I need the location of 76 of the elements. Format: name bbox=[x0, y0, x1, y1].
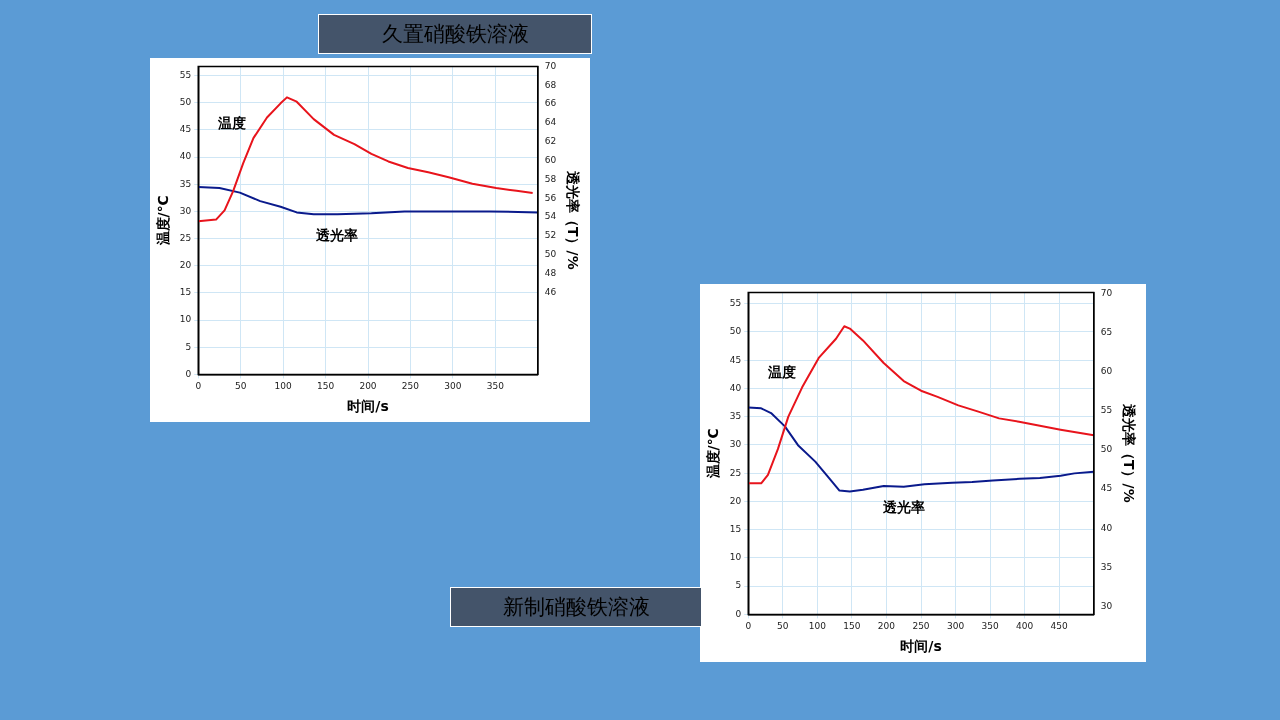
y-tick-label: 15 bbox=[179, 287, 192, 298]
y2-axis-title: 透光率（T）/% bbox=[564, 170, 581, 270]
y2-tick-label: 40 bbox=[1100, 522, 1113, 533]
x-tick-label: 250 bbox=[912, 621, 930, 632]
y-tick-label: 50 bbox=[179, 97, 192, 108]
y2-tick-label: 56 bbox=[544, 192, 557, 203]
y-tick-label: 15 bbox=[729, 524, 742, 535]
series-label: 温度 bbox=[217, 114, 247, 131]
y-tick-label: 50 bbox=[729, 326, 742, 337]
y2-tick-label: 50 bbox=[1100, 444, 1113, 455]
series-label: 透光率 bbox=[881, 499, 925, 516]
series-label: 透光率 bbox=[315, 226, 359, 243]
x-tick-label: 50 bbox=[234, 381, 247, 392]
y-tick-label: 30 bbox=[729, 439, 742, 450]
y2-tick-label: 35 bbox=[1100, 561, 1113, 572]
y2-tick-label: 55 bbox=[1100, 405, 1113, 416]
y-tick-label: 5 bbox=[185, 341, 192, 352]
y-tick-label: 40 bbox=[729, 382, 742, 393]
x-tick-label: 450 bbox=[1050, 621, 1069, 632]
y-tick-label: 0 bbox=[735, 608, 742, 619]
y2-tick-label: 46 bbox=[544, 286, 557, 297]
x-tick-label: 100 bbox=[274, 381, 292, 392]
y-tick-label: 40 bbox=[179, 151, 192, 162]
y-tick-label: 10 bbox=[179, 314, 192, 325]
y-tick-label: 35 bbox=[729, 411, 742, 422]
x-tick-label: 300 bbox=[444, 381, 462, 392]
y2-tick-label: 66 bbox=[544, 98, 557, 109]
x-axis-title: 时间/s bbox=[347, 398, 389, 415]
x-tick-label: 200 bbox=[877, 621, 896, 632]
x-tick-label: 150 bbox=[316, 381, 335, 392]
y2-tick-label: 70 bbox=[544, 60, 557, 71]
y2-tick-label: 60 bbox=[1100, 365, 1113, 376]
y2-tick-label: 58 bbox=[544, 173, 557, 184]
x-tick-label: 50 bbox=[777, 621, 789, 632]
x-tick-label: 350 bbox=[981, 621, 999, 632]
y-tick-label: 35 bbox=[179, 178, 192, 189]
y-tick-label: 45 bbox=[729, 354, 742, 365]
x-axis-title: 时间/s bbox=[900, 638, 942, 655]
y2-tick-label: 68 bbox=[544, 79, 557, 90]
x-tick-label: 0 bbox=[745, 621, 752, 632]
x-tick-label: 250 bbox=[401, 381, 420, 392]
y-tick-label: 55 bbox=[729, 298, 742, 309]
y2-tick-label: 45 bbox=[1100, 483, 1113, 494]
y2-tick-label: 30 bbox=[1100, 600, 1113, 611]
y-tick-label: 30 bbox=[179, 205, 192, 216]
x-tick-label: 100 bbox=[808, 621, 827, 632]
x-tick-label: 350 bbox=[486, 381, 505, 392]
x-tick-label: 150 bbox=[843, 621, 861, 632]
y2-tick-label: 48 bbox=[544, 267, 557, 278]
y2-tick-label: 64 bbox=[544, 117, 557, 128]
y-tick-label: 25 bbox=[179, 232, 192, 243]
x-tick-label: 400 bbox=[1016, 621, 1034, 632]
y-tick-label: 0 bbox=[185, 368, 192, 379]
y-tick-label: 5 bbox=[735, 580, 742, 591]
y-tick-label: 55 bbox=[179, 69, 192, 80]
x-tick-label: 200 bbox=[359, 381, 377, 392]
x-tick-label: 0 bbox=[195, 381, 202, 392]
y2-tick-label: 60 bbox=[544, 154, 557, 165]
y2-tick-label: 54 bbox=[544, 211, 557, 222]
y-tick-label: 45 bbox=[179, 124, 192, 135]
y2-tick-label: 50 bbox=[544, 249, 557, 260]
y-axis-title: 温度/℃ bbox=[155, 195, 172, 247]
text: 新制硝酸铁溶液 bbox=[450, 587, 702, 627]
y2-tick-label: 52 bbox=[544, 230, 557, 241]
y2-tick-label: 62 bbox=[544, 136, 557, 147]
series-label: 温度 bbox=[767, 363, 797, 380]
x-tick-label: 300 bbox=[946, 621, 965, 632]
y2-axis-title: 透光率（T）/% bbox=[1120, 403, 1137, 503]
y-axis-title: 温度/℃ bbox=[705, 428, 722, 480]
y-tick-label: 20 bbox=[179, 260, 192, 271]
y2-tick-label: 65 bbox=[1100, 326, 1113, 337]
y-tick-label: 20 bbox=[729, 495, 742, 506]
y-tick-label: 25 bbox=[729, 467, 742, 478]
chart-title: 久置硝酸铁溶液 bbox=[318, 14, 592, 54]
y2-tick-label: 70 bbox=[1100, 287, 1113, 298]
y-tick-label: 10 bbox=[729, 552, 742, 563]
